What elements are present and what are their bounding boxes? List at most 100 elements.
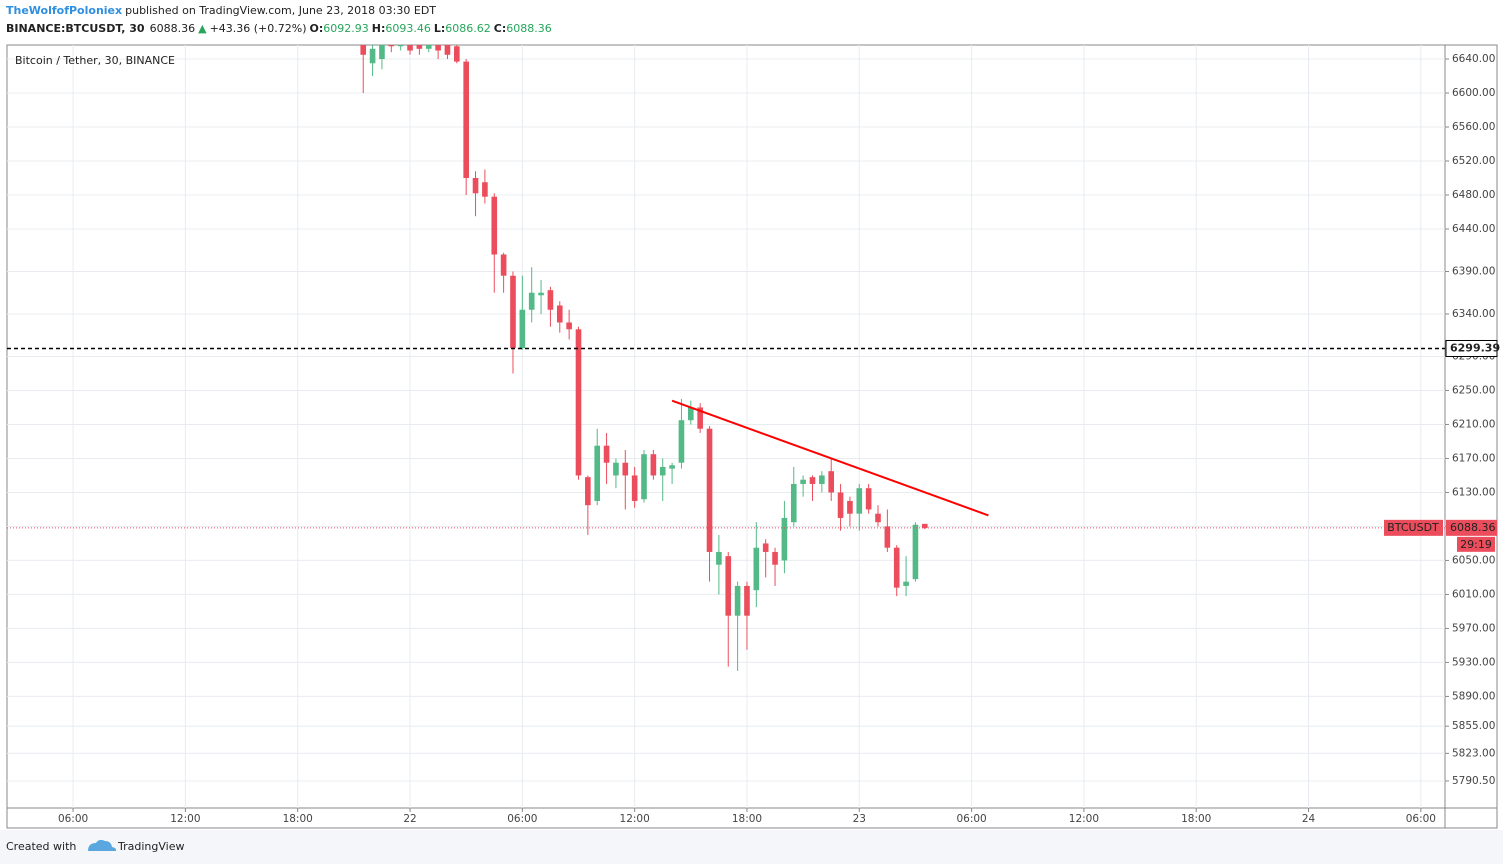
h-label: H: [372,22,386,35]
candle-body [500,254,507,276]
candle-body [828,471,835,493]
x-tick-label: 12:00 [1069,813,1099,825]
candle-body [706,428,713,552]
candle-body [454,46,460,62]
candle-body [856,488,863,514]
candle-body [388,45,395,47]
candle-body [379,45,385,60]
candle-body [650,454,657,476]
logo-icon [88,839,117,851]
l-label: L: [434,22,445,35]
candle-body [790,483,797,523]
x-tick-label: 18:00 [1181,813,1211,825]
candle-body [837,492,844,518]
candle-body [819,475,825,484]
candle-body [809,477,816,484]
candle-body [547,290,554,310]
y-tick-label: 6210.00 [1452,418,1495,430]
y-tick-label: 6390.00 [1452,265,1495,277]
header-line-2: BINANCE:BTCUSDT, 30 6088.36 ▲ +43.36 (+0.72… [6,22,552,35]
change: +43.36 (+0.72%) [210,22,307,35]
y-tick-label: 5855.00 [1452,720,1495,732]
candle-body [725,556,732,616]
tv-logo[interactable] [88,839,117,851]
arrow: ▲ [198,22,207,35]
price-tag [1446,519,1497,536]
candle-body [585,477,591,506]
candle-body [613,462,619,476]
x-tick-label: 06:00 [58,813,88,825]
x-tick-label: 06:00 [956,813,986,825]
x-tick-label: 12:00 [170,813,200,825]
y-tick-label: 6640.00 [1452,53,1495,65]
y-tick-label: 5890.00 [1452,690,1495,702]
y-tick-label: 6560.00 [1452,121,1495,133]
y-tick-label: 6250.00 [1452,384,1495,396]
y-tick-label: 6170.00 [1452,452,1495,464]
candle-body [482,182,488,197]
x-tick-label: 24 [1302,813,1316,825]
x-tick-label: 06:00 [1406,813,1436,825]
o-label: O: [310,22,324,35]
y-tick-label: 6340.00 [1452,308,1495,320]
level-label-bg [1445,339,1498,357]
candle-body [893,547,900,588]
candle-body [603,445,610,463]
x-tick-label: 18:00 [283,813,313,825]
candle-body [800,479,806,484]
candle-body [594,445,601,501]
candle-body [847,500,853,514]
candle-body [491,196,498,255]
countdown: 29:19 [1460,538,1492,551]
y-tick-label: 6600.00 [1452,87,1495,99]
candle-body [912,524,919,580]
candle-body [510,275,516,348]
candle-body [435,45,441,51]
candle-body [407,45,413,51]
countdown-bg [1457,536,1495,552]
symbol-tag-label: BTCUSDT [1387,521,1439,534]
level-label: 6299.39 [1450,341,1500,354]
y-tick-label: 6010.00 [1452,588,1495,600]
overlay: 6299.39 BTCUSDT 6088.36 29:19 [1384,339,1500,552]
candle-body [444,45,451,55]
brand[interactable]: TradingView [117,840,184,853]
x-tick-label: 12:00 [620,813,650,825]
footer-bg [0,830,1503,864]
frame [6,44,1498,829]
candle-body [631,475,638,501]
candle-body [697,407,703,429]
y-tick-label: 5823.00 [1452,747,1495,759]
candle-body [753,547,760,591]
candle-body [744,585,750,616]
candle-body [669,465,675,469]
trendline [671,399,989,517]
o-value: 6092.93 [323,22,369,35]
candle-body [369,48,376,64]
candle-body [472,178,479,194]
author[interactable]: TheWolfofPoloniex [6,4,122,17]
y-tick-label: 5930.00 [1452,656,1495,668]
candle-body [762,543,769,552]
grid: 6640.00 6600.00 6560.00 6520.00 6480.00 6440.… [7,45,1495,825]
candle-body [575,329,582,476]
candle-body [659,466,666,476]
candle-body [781,517,788,561]
candle-body [734,585,741,616]
candle-body [416,45,423,49]
candle-body [875,513,881,523]
candle-body [538,292,544,296]
x-tick-label: 22 [403,813,416,825]
symbol-tag [1384,519,1443,536]
candle-body [360,45,367,55]
candle-body [528,292,535,310]
candle-body [622,462,629,476]
y-tick-label: 5790.50 [1452,775,1495,787]
c-value: 6088.36 [506,22,552,35]
x-tick-label: 18:00 [732,813,762,825]
candle-body [884,526,891,548]
y-tick-label: 6050.00 [1452,554,1495,566]
x-tick-label: 23 [853,813,866,825]
